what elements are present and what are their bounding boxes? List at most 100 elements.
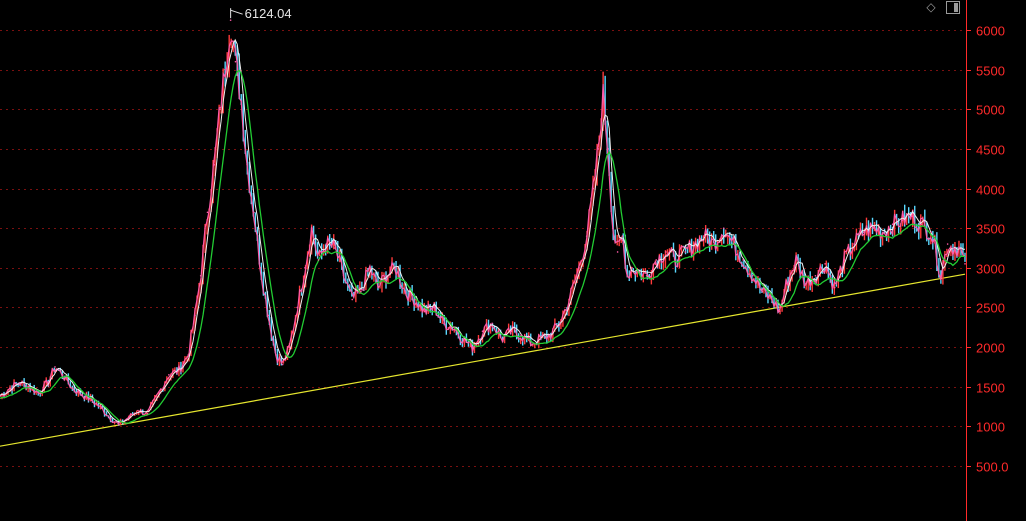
y-tick-label: 6000 xyxy=(976,24,1005,39)
data-point xyxy=(558,322,561,325)
data-point xyxy=(37,392,40,394)
data-point xyxy=(213,163,216,166)
data-point xyxy=(47,381,50,383)
data-point xyxy=(246,163,248,166)
data-point xyxy=(71,387,74,390)
data-point xyxy=(665,251,667,253)
data-point xyxy=(722,227,725,229)
data-point xyxy=(529,342,532,344)
data-point xyxy=(636,270,638,273)
data-point xyxy=(935,251,937,253)
data-point xyxy=(694,243,696,245)
data-point xyxy=(742,259,744,261)
data-point xyxy=(325,243,327,245)
data-point xyxy=(655,259,657,261)
data-point xyxy=(351,298,354,301)
peak-label: 6124.04 xyxy=(245,6,292,21)
data-point xyxy=(281,363,284,366)
data-point xyxy=(296,306,299,309)
data-point xyxy=(481,330,484,333)
data-point xyxy=(137,409,139,412)
data-point xyxy=(901,219,904,222)
data-point xyxy=(414,298,416,301)
data-point xyxy=(90,399,93,402)
y-tick-label: 1500 xyxy=(976,381,1005,396)
data-point xyxy=(732,243,735,245)
data-point xyxy=(684,251,686,253)
data-point xyxy=(862,231,865,233)
data-point xyxy=(761,290,764,293)
data-point xyxy=(872,227,875,229)
price-series-line xyxy=(0,40,966,425)
data-point xyxy=(631,267,633,269)
data-point xyxy=(843,259,846,261)
data-point xyxy=(194,314,196,317)
diamond-icon[interactable]: ◇ xyxy=(926,0,936,14)
data-point xyxy=(462,338,465,340)
panel-toggle-icon[interactable] xyxy=(946,1,960,14)
data-point xyxy=(8,387,11,390)
data-point xyxy=(394,267,397,269)
data-point xyxy=(252,211,255,214)
data-point xyxy=(304,267,306,269)
data-point xyxy=(360,290,362,293)
data-point xyxy=(275,354,277,356)
data-point xyxy=(645,274,648,277)
data-point xyxy=(177,370,180,372)
data-point xyxy=(568,298,571,301)
data-point xyxy=(334,247,336,249)
data-point xyxy=(28,385,30,388)
data-point xyxy=(385,274,387,277)
data-point xyxy=(100,407,103,409)
data-point xyxy=(833,286,836,289)
data-point xyxy=(168,374,170,376)
data-point xyxy=(404,290,407,293)
y-tick-label: 4500 xyxy=(976,143,1005,158)
y-tick-label: 3500 xyxy=(976,222,1005,237)
data-point xyxy=(117,423,120,426)
peak-annotation: 6124.04 xyxy=(230,6,292,21)
data-point xyxy=(621,235,624,237)
data-point xyxy=(611,227,614,229)
data-point xyxy=(891,223,894,226)
data-point xyxy=(377,286,380,289)
data-point xyxy=(317,259,320,261)
y-tick-label: 5000 xyxy=(976,103,1005,118)
data-point xyxy=(267,314,270,317)
data-point xyxy=(127,416,130,419)
candle-layer xyxy=(1,34,966,426)
data-point xyxy=(158,391,161,394)
data-point xyxy=(920,223,923,226)
data-point xyxy=(585,235,588,237)
grid-lines xyxy=(0,30,965,467)
data-point xyxy=(795,259,797,261)
data-point xyxy=(199,274,202,277)
data-point xyxy=(187,354,189,356)
data-point xyxy=(814,274,817,277)
data-point xyxy=(952,247,955,249)
data-point xyxy=(824,263,826,265)
data-point xyxy=(61,374,64,376)
data-point xyxy=(549,334,551,337)
y-tick-label: 1000 xyxy=(976,420,1005,435)
data-point xyxy=(804,282,807,285)
data-point xyxy=(751,274,754,277)
data-point xyxy=(110,417,112,420)
y-tick-label: 4000 xyxy=(976,183,1005,198)
support-trendline xyxy=(0,273,966,447)
short-ma-line xyxy=(0,38,965,423)
data-point xyxy=(206,211,209,214)
y-tick-label: 2000 xyxy=(976,341,1005,356)
long-ma-line xyxy=(0,69,966,424)
data-point xyxy=(930,231,933,233)
data-point xyxy=(472,346,474,348)
data-point xyxy=(219,108,221,111)
data-point xyxy=(674,259,677,261)
data-point xyxy=(342,274,345,277)
data-point xyxy=(597,148,600,150)
peak-pointer xyxy=(230,9,243,15)
y-tick-label: 3000 xyxy=(976,262,1005,277)
data-point xyxy=(771,298,773,301)
data-point xyxy=(310,227,313,229)
